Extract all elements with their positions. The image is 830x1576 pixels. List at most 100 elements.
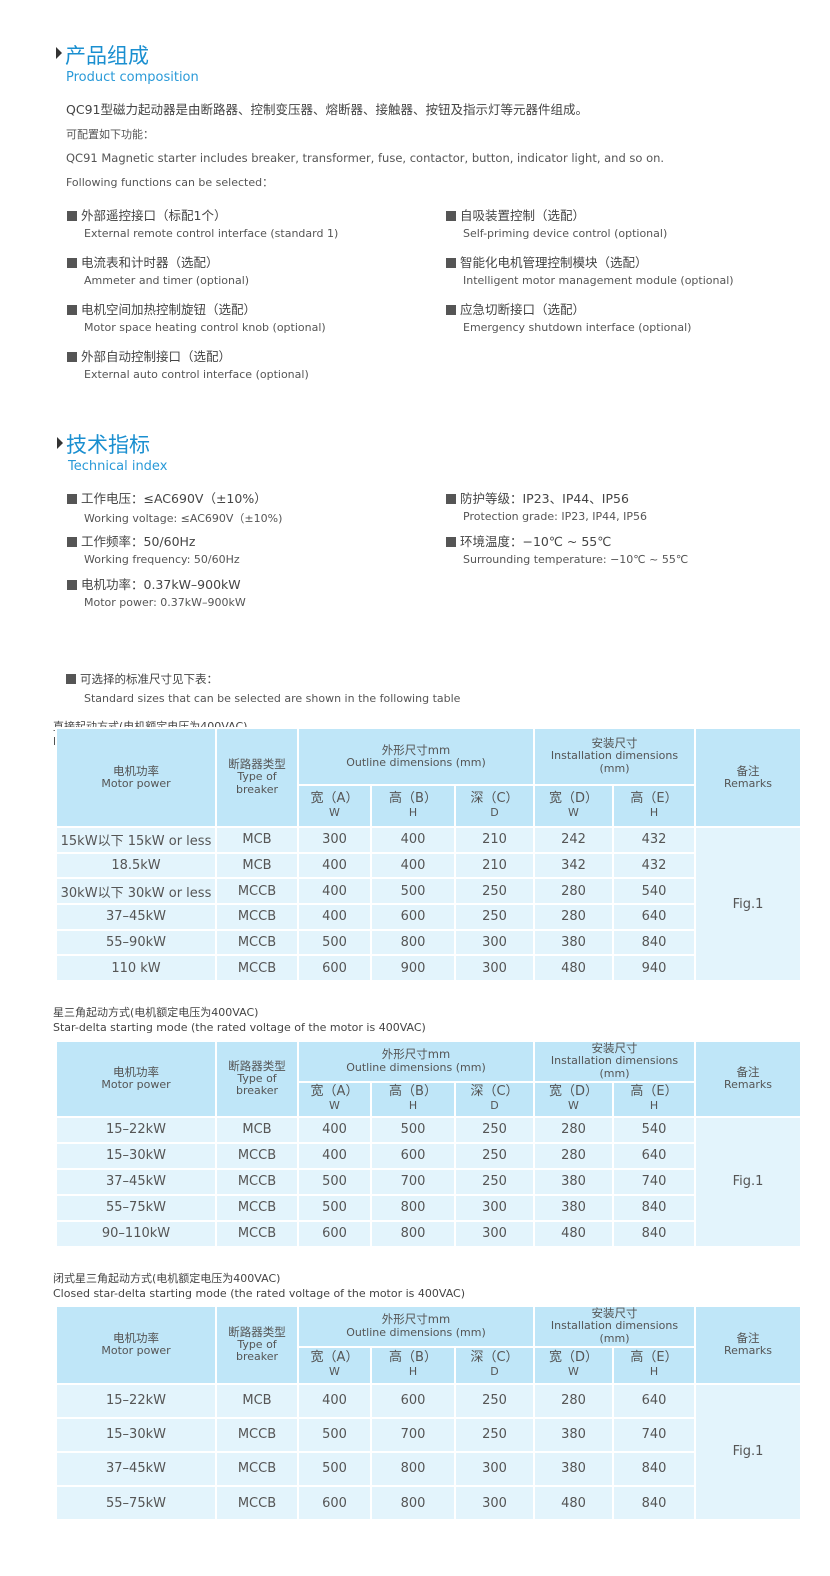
table-cell: 740 bbox=[612, 1416, 696, 1453]
table-cell: MCCB bbox=[215, 1167, 299, 1196]
header-sub-dimension: 高（E） H bbox=[612, 1345, 696, 1385]
header-text-en: Remarks bbox=[724, 1344, 772, 1358]
table-cell: 300 bbox=[454, 1219, 535, 1248]
bullet-square-icon bbox=[446, 537, 456, 547]
header-text-en: W bbox=[329, 806, 340, 820]
header-sub-dimension: 宽（A） W bbox=[297, 784, 372, 828]
table-row: 55–75kW MCCB 500 800 300 380 840 bbox=[55, 1193, 801, 1222]
header-text-en: W bbox=[329, 1365, 340, 1379]
table-cell: 210 bbox=[454, 851, 535, 880]
table-cell: 55–75kW bbox=[55, 1485, 217, 1522]
table-cell: 840 bbox=[612, 928, 696, 957]
header-text-en: Type of breaker bbox=[235, 1337, 279, 1364]
header-outline-dimensions: 外形尺寸mm Outline dimensions (mm) bbox=[297, 1305, 535, 1348]
table-cell: 600 bbox=[297, 1219, 372, 1248]
table-cell: 250 bbox=[454, 1141, 535, 1170]
table-cell: 250 bbox=[454, 1115, 535, 1144]
header-text-cn: 断路器类型 bbox=[228, 1058, 286, 1073]
table-cell: 300 bbox=[454, 1485, 535, 1522]
table-cell: 280 bbox=[533, 1141, 614, 1170]
table-caption-en: Closed star-delta starting mode (the rat… bbox=[53, 1287, 466, 1300]
section-title-cn: 技术指标 bbox=[66, 433, 150, 457]
bullet-square-icon bbox=[67, 211, 77, 221]
header-text-cn: 断路器类型 bbox=[228, 1324, 286, 1339]
header-text-cn: 宽（A） bbox=[310, 791, 359, 807]
feature-item-cn: 电流表和计时器（选配） bbox=[67, 252, 219, 271]
table-cell: 15–30kW bbox=[55, 1416, 217, 1453]
table-cell: 15–22kW bbox=[55, 1115, 217, 1144]
table-cell: 640 bbox=[612, 903, 696, 931]
table-cell: 800 bbox=[370, 1193, 456, 1222]
header-remarks: 备注 Remarks bbox=[694, 1040, 802, 1118]
table-cell: 55–75kW bbox=[55, 1193, 217, 1222]
table-row: 15–22kW MCB 400 600 250 280 640 Fig.1 bbox=[55, 1382, 802, 1522]
table-cell: MCCB bbox=[215, 1141, 299, 1170]
table-cell: MCB bbox=[215, 826, 299, 854]
table-cell: 400 bbox=[297, 1382, 372, 1419]
header-text-cn: 高（B） bbox=[389, 791, 437, 807]
header-sub-dimension: 高（B） H bbox=[370, 1345, 456, 1385]
table-cell: 640 bbox=[612, 1141, 696, 1170]
header-text-cn: 电机功率 bbox=[113, 1064, 159, 1079]
header-text-cn: 备注 bbox=[736, 1064, 760, 1079]
section-title-cn: 产品组成 bbox=[65, 44, 149, 68]
section-title-en: Product composition bbox=[66, 70, 199, 85]
bullet-square-icon bbox=[446, 494, 456, 504]
table-cell: 250 bbox=[454, 903, 535, 931]
table-cell: 840 bbox=[612, 1485, 696, 1522]
header-motor-power: 电机功率 Motor power bbox=[55, 727, 217, 828]
feature-label: 自吸装置控制（选配） bbox=[460, 208, 586, 223]
table-cell: MCCB bbox=[215, 928, 299, 957]
feature-item-en: Protection grade: IP23, IP44, IP56 bbox=[463, 510, 647, 523]
table-cell: MCB bbox=[215, 1115, 299, 1144]
header-text-cn: 高（E） bbox=[630, 1084, 678, 1100]
header-breaker-type: 断路器类型 Type of breaker bbox=[215, 1040, 299, 1118]
table-cell: 280 bbox=[533, 1115, 614, 1144]
header-text-cn: 断路器类型 bbox=[228, 757, 286, 772]
table-cell: MCCB bbox=[215, 903, 299, 931]
header-motor-power: 电机功率 Motor power bbox=[55, 1040, 217, 1118]
feature-label: 外部遥控接口（标配1个） bbox=[81, 208, 227, 223]
remarks-cell: Fig.1 bbox=[694, 1115, 802, 1248]
table-cell: 400 bbox=[297, 851, 372, 880]
feature-label: 外部自动控制接口（选配） bbox=[81, 349, 232, 364]
table-cell: MCCB bbox=[215, 1219, 299, 1248]
table-cell: 800 bbox=[370, 1485, 456, 1522]
table-cell: 400 bbox=[297, 1115, 372, 1144]
bullet-square-icon bbox=[67, 580, 77, 590]
header-sub-dimension: 高（B） H bbox=[370, 784, 456, 828]
table-cell: 380 bbox=[533, 1167, 614, 1196]
bullet-square-icon bbox=[67, 537, 77, 547]
header-text-cn: 备注 bbox=[736, 763, 760, 778]
table-cell: MCB bbox=[215, 851, 299, 880]
header-text-en: Outline dimensions (mm) bbox=[346, 1060, 486, 1074]
table-cell: 600 bbox=[297, 954, 372, 983]
table-cell: MCCB bbox=[215, 1450, 299, 1488]
bullet-square-icon bbox=[67, 305, 77, 315]
header-text-cn: 安装尺寸 bbox=[591, 1306, 638, 1320]
table-cell: 37–45kW bbox=[55, 1167, 217, 1196]
bullet-square-icon bbox=[446, 305, 456, 315]
header-text-cn: 深（C） bbox=[470, 1084, 519, 1100]
bullet-square-icon bbox=[66, 674, 76, 684]
header-text-en: H bbox=[649, 1365, 659, 1379]
dimensions-table: 电机功率 Motor power 断路器类型 Type of breaker 外形尺寸m… bbox=[55, 727, 802, 983]
table-cell: MCCB bbox=[215, 1416, 299, 1453]
header-text-en: Outline dimensions (mm) bbox=[346, 755, 486, 769]
header-sub-dimension: 高（E） H bbox=[612, 784, 696, 828]
feature-item-en: Working frequency: 50/60Hz bbox=[84, 553, 240, 566]
table-cell: 640 bbox=[612, 1382, 696, 1419]
feature-label: 工作电压：≤AC690V（±10%） bbox=[81, 491, 267, 506]
header-text-cn: 宽（D） bbox=[548, 1084, 598, 1100]
header-text-en: D bbox=[490, 1365, 499, 1379]
table-cell: 15–22kW bbox=[55, 1382, 217, 1419]
header-breaker-type: 断路器类型 Type of breaker bbox=[215, 1305, 299, 1385]
feature-item-en: Emergency shutdown interface (optional) bbox=[463, 321, 692, 334]
table-cell: 480 bbox=[533, 1485, 614, 1522]
table-cell: 280 bbox=[533, 877, 614, 906]
table-cell: 500 bbox=[297, 1450, 372, 1488]
table-cell: 55–90kW bbox=[55, 928, 217, 957]
bullet-square-icon bbox=[446, 211, 456, 221]
header-text-cn: 高（E） bbox=[630, 791, 678, 807]
header-text-cn: 深（C） bbox=[470, 791, 519, 807]
